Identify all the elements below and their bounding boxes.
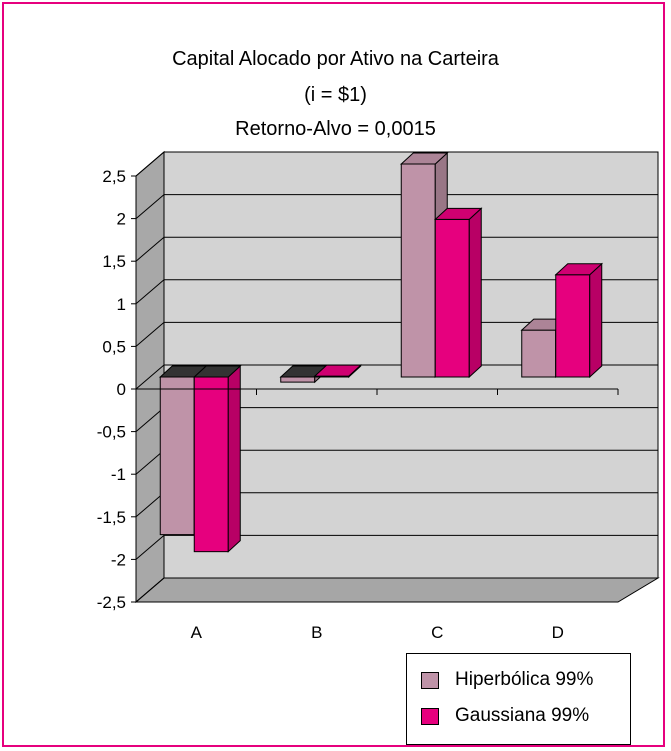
gridline-side [135,407,165,432]
gridline-side [135,279,165,305]
gridline-side [135,236,165,262]
gridline-side [135,364,165,390]
gridline-side [135,151,165,177]
bar-front [521,329,557,378]
bar-side [468,207,482,379]
bar-front [159,376,195,536]
chart-title-line-2: (i = $1) [304,84,367,106]
x-tick-label-A: A [191,623,203,642]
y-tick-label: 0,5 [102,337,126,356]
bar-A-1 [192,364,242,553]
bar-top [554,263,604,276]
y-tick-label: 0 [117,380,126,399]
bar-side [589,262,603,379]
gridline-side [135,322,165,347]
legend-swatch-hiperbolica [421,671,439,689]
y-tick-label: -2 [111,550,126,569]
x-tick-label-D: D [552,623,564,642]
y-tick-label: 1 [117,295,126,314]
legend-label-gaussiana: Gaussiana 99% [455,705,590,726]
bar-front [434,218,470,378]
y-tick-label: -1,5 [97,508,126,527]
bar-front [400,163,436,378]
chart-title-line-1: Capital Alocado por Ativo na Carteira [172,48,499,70]
gridline-side [135,492,165,518]
y-tick-label: -0,5 [97,423,126,442]
y-tick-label: 2,5 [102,167,126,186]
legend-entry-gaussiana: Gaussiana 99% [421,704,589,728]
bar-side [227,364,241,553]
y-tick-label: -2,5 [97,593,126,612]
bar-front [280,376,316,383]
legend-label-hiperbolica: Hiperbólica 99% [455,669,594,690]
gridline-side [135,449,165,475]
bar-B-1 [313,364,363,379]
legend: Hiperbólica 99% Gaussiana 99% [406,653,631,745]
chart-floor [134,577,660,603]
chart-title-line-3: Retorno-Alvo = 0,0015 [235,118,436,140]
x-tick-label-B: B [311,623,322,642]
bar-top [192,365,242,378]
y-tick-label: -1 [111,465,126,484]
gridline-side [135,535,165,560]
x-tick-label-C: C [431,623,443,642]
bar-top [399,152,449,165]
gridline-side [135,194,165,219]
gridline-side [135,577,165,603]
bar-C-1 [433,207,483,379]
bar-top [433,207,483,220]
bar-top [313,364,363,377]
legend-entry-hiperbolica: Hiperbólica 99% [421,668,593,692]
bar-D-1 [554,262,604,379]
y-tick-label: 1,5 [102,252,126,271]
legend-swatch-gaussiana [421,707,439,725]
bar-front [555,274,591,378]
bar-front [193,376,229,553]
y-tick-label: 2 [117,210,126,229]
